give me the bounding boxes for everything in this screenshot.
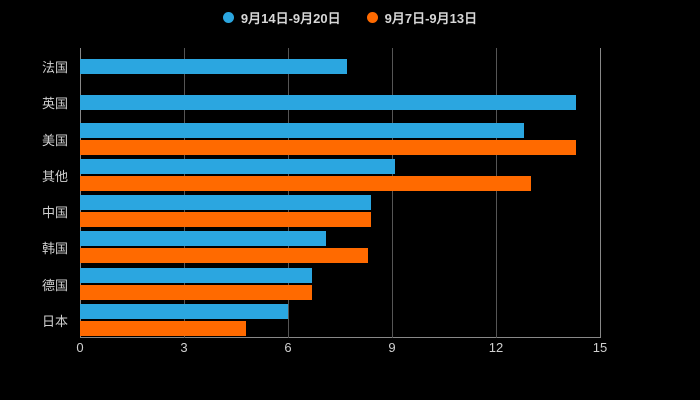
category-label: 英国: [41, 96, 68, 112]
legend-item-label: 9月7日-9月13日: [384, 10, 478, 26]
legend-item-label: 9月14日-9月20日: [240, 10, 341, 26]
category-label: 其他: [41, 168, 68, 184]
bar-group: [80, 266, 600, 302]
bar-group: [80, 48, 600, 84]
bar[interactable]: [80, 195, 372, 211]
legend-item[interactable]: 9月7日-9月13日: [366, 8, 478, 27]
bar[interactable]: [80, 267, 313, 283]
bar[interactable]: [80, 248, 368, 264]
bar[interactable]: [80, 320, 247, 336]
bar-group: [80, 193, 600, 229]
bar[interactable]: [80, 303, 288, 319]
x-tick-label: 9: [388, 340, 396, 355]
chart-legend: 9月14日-9月20日 9月7日-9月13日: [0, 0, 700, 34]
bar-group: [80, 121, 600, 157]
legend-circle-marker-icon: [222, 11, 234, 23]
grid-line: [496, 48, 497, 338]
x-tick-label: 0: [76, 340, 84, 355]
grid-line: [392, 48, 393, 338]
category-label: 中国: [41, 205, 68, 221]
x-tick-label: 6: [284, 340, 292, 355]
grid-line: [184, 48, 185, 338]
grid-line: [80, 48, 81, 338]
bar[interactable]: [80, 139, 576, 155]
category-label: 美国: [41, 132, 68, 148]
category-label: 法国: [41, 60, 68, 76]
bar[interactable]: [80, 122, 524, 138]
bar[interactable]: [80, 231, 327, 247]
category-label: 韩国: [41, 241, 68, 257]
category-axis-labels: 法国英国美国其他中国韩国德国日本: [0, 48, 700, 338]
bar-group: [80, 229, 600, 265]
bar[interactable]: [80, 284, 313, 300]
x-tick-label: 15: [592, 340, 608, 355]
category-label: 德国: [41, 277, 68, 293]
x-axis-line: [80, 337, 600, 338]
legend-item[interactable]: 9月14日-9月20日: [222, 8, 341, 27]
grid-line: [600, 48, 601, 338]
bar[interactable]: [80, 158, 396, 174]
bar-group: [80, 302, 600, 338]
x-tick-label: 12: [488, 340, 504, 355]
bar[interactable]: [80, 58, 347, 74]
bar-group: [80, 84, 600, 120]
legend-circle-marker-icon: [366, 11, 378, 23]
bar[interactable]: [80, 212, 372, 228]
category-label: 日本: [41, 313, 68, 329]
bar[interactable]: [80, 175, 531, 191]
plot-area: [80, 48, 601, 338]
grid-line: [288, 48, 289, 338]
bar[interactable]: [80, 94, 576, 110]
bar-group: [80, 157, 600, 193]
x-tick-label: 3: [180, 340, 188, 355]
x-axis-tick-labels: 0 3 6 9 12 15: [76, 340, 607, 360]
